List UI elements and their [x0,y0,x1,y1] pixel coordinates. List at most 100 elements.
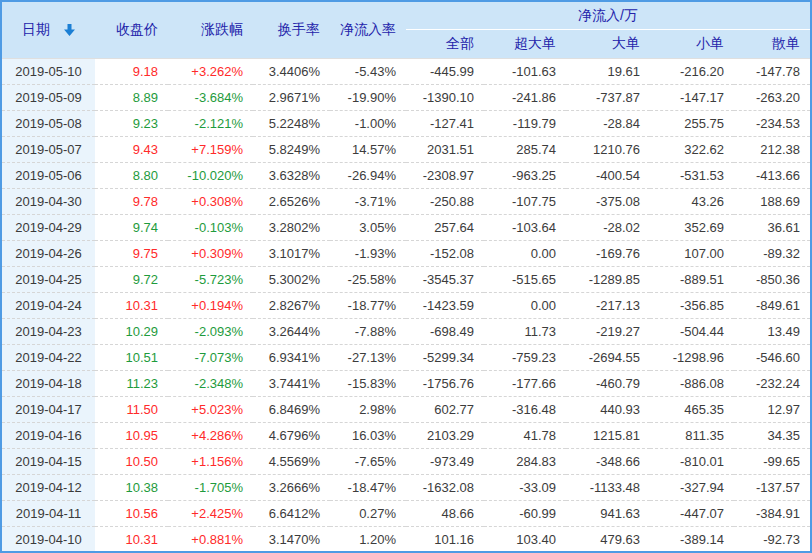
net-inflow-large-cell: 941.63 [566,501,650,527]
net-inflow-all-cell: 48.66 [406,501,484,527]
table-row: 2019-05-089.23-2.121%5.2248%-1.00%-127.4… [2,111,810,137]
net-inflow-large-cell: -348.66 [566,449,650,475]
table-row: 2019-04-1110.56+2.425%6.6412%0.27%48.66-… [2,501,810,527]
turnover-cell: 4.5569% [253,449,330,475]
close-cell: 11.50 [95,397,168,423]
net-inflow-large-cell: -169.76 [566,241,650,267]
sort-descending-icon[interactable] [64,24,75,36]
net-inflow-all-cell: -3545.37 [406,267,484,293]
net-inflow-rate-cell: -1.93% [330,241,406,267]
turnover-cell: 6.6412% [253,501,330,527]
column-header-all: 全部 [406,30,484,59]
close-cell: 10.29 [95,319,168,345]
fund-flow-table: 日期 收盘价 涨跌幅 换手率 净流入率 净流入/万 全部 超大单 [0,0,812,553]
net-inflow-super-large-cell: -107.75 [484,189,566,215]
change-cell: +0.309% [168,241,253,267]
turnover-cell: 3.2666% [253,475,330,501]
change-cell: -5.723% [168,267,253,293]
net-inflow-large-cell: -28.84 [566,111,650,137]
table-row: 2019-04-2410.31+0.194%2.8267%-18.77%-142… [2,293,810,319]
change-cell: -2.348% [168,371,253,397]
net-inflow-retail-cell: 188.69 [734,189,810,215]
net-inflow-super-large-cell: 285.74 [484,137,566,163]
net-inflow-rate-cell: -5.43% [330,59,406,85]
close-cell: 8.89 [95,85,168,111]
change-cell: +0.881% [168,527,253,553]
close-cell: 10.56 [95,501,168,527]
table-row: 2019-04-1510.50+1.156%4.5569%-7.65%-973.… [2,449,810,475]
turnover-cell: 3.6328% [253,163,330,189]
net-inflow-small-cell: -147.17 [650,85,734,111]
table-header: 日期 收盘价 涨跌幅 换手率 净流入率 净流入/万 全部 超大单 [2,2,810,59]
date-cell: 2019-05-06 [2,163,95,189]
date-cell: 2019-04-11 [2,501,95,527]
change-cell: -2.121% [168,111,253,137]
column-header-change: 涨跌幅 [168,2,253,59]
net-inflow-small-cell: -810.01 [650,449,734,475]
close-cell: 9.78 [95,189,168,215]
table-row: 2019-05-079.43+7.159%5.8249%14.57%2031.5… [2,137,810,163]
net-inflow-rate-cell: -7.88% [330,319,406,345]
table-row: 2019-04-1010.31+0.881%3.1470%1.20%101.16… [2,527,810,553]
change-cell: +7.159% [168,137,253,163]
net-inflow-small-cell: -356.85 [650,293,734,319]
net-inflow-retail-cell: -850.36 [734,267,810,293]
date-cell: 2019-04-29 [2,215,95,241]
net-inflow-retail-cell: 212.38 [734,137,810,163]
net-inflow-all-cell: -1390.10 [406,85,484,111]
turnover-cell: 5.8249% [253,137,330,163]
net-inflow-small-cell: 465.35 [650,397,734,423]
net-inflow-super-large-cell: 0.00 [484,293,566,319]
net-inflow-all-cell: 101.16 [406,527,484,553]
net-inflow-rate-cell: 0.27% [330,501,406,527]
change-cell: -2.093% [168,319,253,345]
turnover-cell: 3.2644% [253,319,330,345]
net-inflow-super-large-cell: -241.86 [484,85,566,111]
table-row: 2019-04-2310.29-2.093%3.2644%-7.88%-698.… [2,319,810,345]
net-inflow-large-cell: 479.63 [566,527,650,553]
net-inflow-rate-cell: 14.57% [330,137,406,163]
date-cell: 2019-05-10 [2,59,95,85]
change-cell: -3.684% [168,85,253,111]
net-inflow-all-cell: -445.99 [406,59,484,85]
net-inflow-rate-cell: -19.90% [330,85,406,111]
date-cell: 2019-04-22 [2,345,95,371]
net-inflow-small-cell: -216.20 [650,59,734,85]
date-cell: 2019-04-30 [2,189,95,215]
net-inflow-all-cell: -1632.08 [406,475,484,501]
net-inflow-super-large-cell: -316.48 [484,397,566,423]
net-inflow-super-large-cell: -101.63 [484,59,566,85]
table-body: 2019-05-109.18+3.262%3.4406%-5.43%-445.9… [2,59,810,553]
net-inflow-all-cell: -1423.59 [406,293,484,319]
table-row: 2019-04-1210.38-1.705%3.2666%-18.47%-163… [2,475,810,501]
net-inflow-rate-cell: -18.47% [330,475,406,501]
change-cell: +2.425% [168,501,253,527]
close-cell: 9.43 [95,137,168,163]
net-inflow-super-large-cell: 41.78 [484,423,566,449]
change-cell: -0.103% [168,215,253,241]
net-inflow-super-large-cell: -103.64 [484,215,566,241]
net-inflow-retail-cell: -263.20 [734,85,810,111]
column-header-turnover: 换手率 [253,2,330,59]
column-header-date[interactable]: 日期 [2,2,95,59]
table-row: 2019-04-309.78+0.308%2.6526%-3.71%-250.8… [2,189,810,215]
date-cell: 2019-05-07 [2,137,95,163]
net-inflow-small-cell: -389.14 [650,527,734,553]
column-group-net-inflow: 净流入/万 [406,2,810,30]
net-inflow-large-cell: 1210.76 [566,137,650,163]
date-cell: 2019-04-16 [2,423,95,449]
net-inflow-all-cell: -1756.76 [406,371,484,397]
table-row: 2019-04-1811.23-2.348%3.7441%-15.83%-175… [2,371,810,397]
close-cell: 9.74 [95,215,168,241]
net-inflow-all-cell: 2031.51 [406,137,484,163]
net-inflow-retail-cell: -92.73 [734,527,810,553]
net-inflow-large-cell: -737.87 [566,85,650,111]
net-inflow-all-cell: -973.49 [406,449,484,475]
change-cell: -1.705% [168,475,253,501]
table-row: 2019-04-2210.51-7.073%6.9341%-27.13%-529… [2,345,810,371]
net-inflow-large-cell: -375.08 [566,189,650,215]
net-inflow-retail-cell: -147.78 [734,59,810,85]
net-inflow-retail-cell: 12.97 [734,397,810,423]
turnover-cell: 5.2248% [253,111,330,137]
net-inflow-rate-cell: 1.20% [330,527,406,553]
